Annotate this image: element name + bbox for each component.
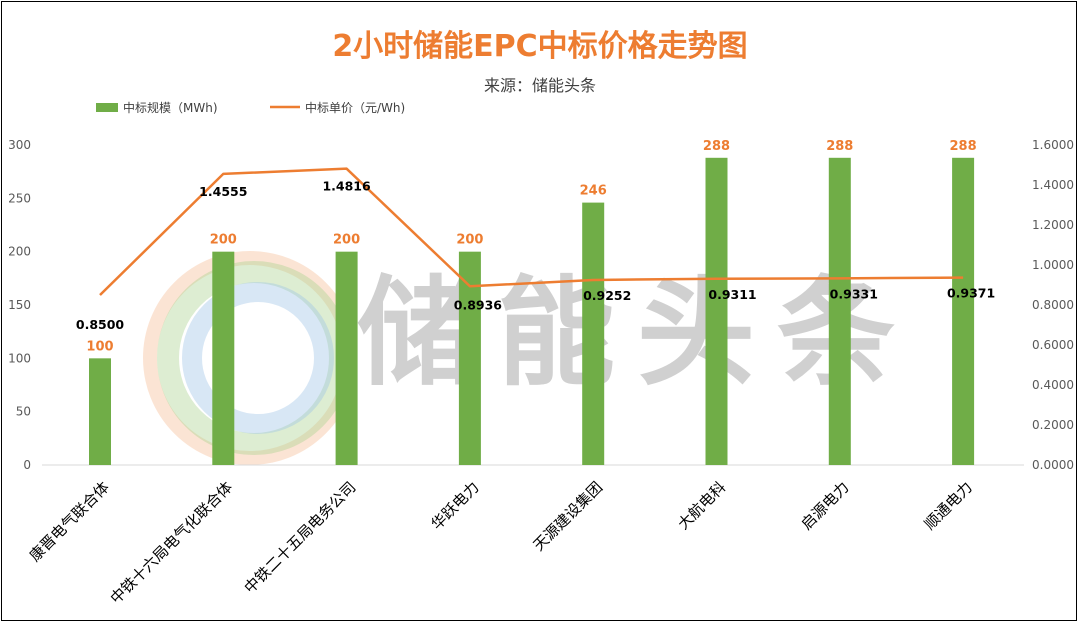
bar [582,202,605,465]
left-tick-label: 300 [8,138,31,152]
bar [335,251,358,465]
bar [212,251,235,465]
line-value-label: 0.9252 [583,288,631,303]
left-tick-label: 200 [8,245,31,259]
price-line [99,167,964,296]
line-value-label: 0.9331 [830,286,878,301]
bar [952,157,975,466]
legend-label-line: 中标单价（元/Wh) [305,100,405,115]
line-value-label: 0.9311 [708,287,756,302]
bar-value-label: 288 [950,139,977,154]
category-label: 大航电科 [674,478,729,533]
legend-label-bar: 中标规模（MWh) [123,100,218,115]
right-tick-label: 0.4000 [1032,378,1074,392]
bar-value-label: 200 [333,233,360,248]
line-value-label: 1.4816 [322,179,371,194]
category-label: 康晋电气联合体 [26,478,113,565]
category-label: 顺通电力 [921,478,976,533]
bar-series [89,157,975,466]
bar [458,251,481,465]
line-value-label: 0.8936 [454,297,503,312]
right-tick-label: 0.0000 [1032,458,1074,472]
legend-swatch-bar [96,103,118,112]
bar [705,157,728,466]
line-series [99,167,964,296]
category-label: 中铁十六局电气化联合体 [107,478,236,607]
left-tick-label: 100 [8,351,31,365]
left-axis: 0 50 100 150 200 250 300 [8,138,31,472]
category-label: 华跃电力 [428,478,483,533]
line-value-label: 0.8500 [76,317,125,332]
bar-value-label: 246 [580,184,607,199]
watermark-text: 储能头条 [357,264,917,402]
left-tick-label: 250 [8,191,31,205]
right-tick-label: 0.2000 [1032,418,1074,432]
right-tick-label: 1.2000 [1032,218,1074,232]
right-tick-label: 1.4000 [1032,178,1074,192]
bar [89,358,111,465]
right-tick-label: 0.8000 [1032,298,1074,312]
category-label: 天源建设集团 [530,478,606,554]
category-label: 中铁二十五局电务公司 [241,478,360,597]
left-tick-label: 150 [8,298,31,312]
chart-subtitle: 来源：储能头条 [484,76,596,95]
bar-value-label: 200 [456,233,483,248]
bar-value-label: 288 [826,139,853,154]
bar-value-label: 200 [210,233,237,248]
left-tick-label: 0 [23,458,31,472]
right-tick-label: 1.6000 [1032,138,1074,152]
bar-value-label: 100 [86,339,113,354]
chart-title: 2小时储能EPC中标价格走势图 [332,29,747,64]
left-tick-label: 50 [16,405,31,419]
line-value-label: 0.9371 [947,286,995,301]
legend: 中标规模（MWh) 中标单价（元/Wh) [96,100,405,115]
category-label: 启源电力 [797,478,852,533]
bar-value-label: 288 [703,139,730,154]
right-axis: 0.0000 0.2000 0.4000 0.6000 0.8000 1.0000 1.20… [1032,138,1074,472]
right-tick-label: 0.6000 [1032,338,1074,352]
watermark-logo [143,251,357,465]
bar [828,157,851,466]
line-value-label: 1.4555 [199,184,247,199]
line-data-labels: 0.8500 1.4555 1.4816 0.8936 0.9252 0.9311 0.93… [76,179,995,332]
right-tick-label: 1.0000 [1032,258,1074,272]
bar-data-labels: 100 200 200 200 246 288 288 288 [86,139,976,355]
